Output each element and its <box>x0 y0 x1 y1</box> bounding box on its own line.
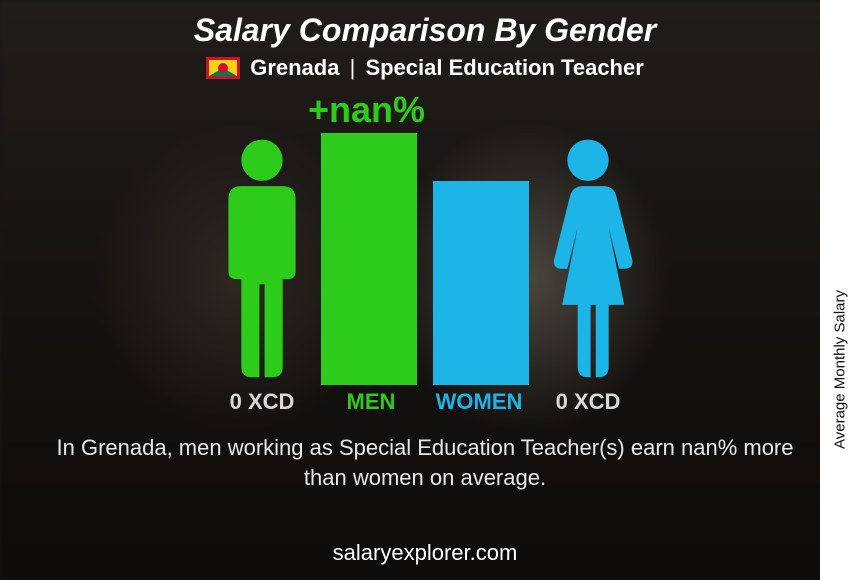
main-title: Salary Comparison By Gender <box>194 12 656 49</box>
woman-figure <box>533 137 643 385</box>
infographic-content: Salary Comparison By Gender Grenada | Sp… <box>0 0 850 580</box>
man-figure <box>207 137 317 385</box>
men-value-label: 0 XCD <box>207 389 317 415</box>
subtitle-row: Grenada | Special Education Teacher <box>206 55 644 81</box>
y-axis-label: Average Monthly Salary <box>830 290 850 449</box>
gender-salary-chart: +nan% <box>105 89 745 419</box>
man-icon <box>210 137 314 385</box>
labels-row: 0 XCD MEN WOMEN 0 XCD <box>105 385 745 419</box>
percent-difference-label: +nan% <box>308 89 425 131</box>
women-bar <box>433 181 529 385</box>
subtitle-text: Grenada | Special Education Teacher <box>250 55 644 81</box>
men-bar <box>321 133 417 385</box>
subtitle-separator: | <box>350 55 356 80</box>
bars-row <box>105 133 745 385</box>
job-title: Special Education Teacher <box>365 55 643 80</box>
country-name: Grenada <box>250 55 339 80</box>
women-value-label: 0 XCD <box>533 389 643 415</box>
grenada-flag-icon <box>206 57 240 79</box>
women-label: WOMEN <box>425 389 533 415</box>
woman-icon <box>536 137 640 385</box>
footer-source: salaryexplorer.com <box>0 540 850 566</box>
summary-text: In Grenada, men working as Special Educa… <box>45 433 805 492</box>
men-label: MEN <box>317 389 425 415</box>
